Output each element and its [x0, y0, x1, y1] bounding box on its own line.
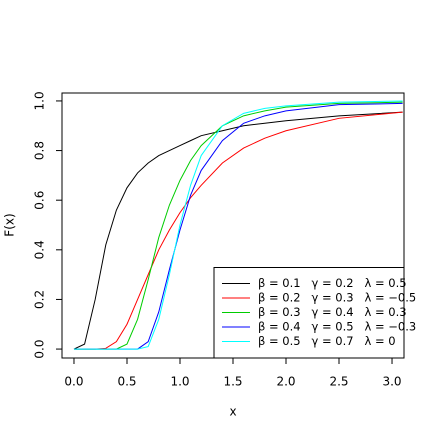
x-tick-label: 1.5 — [223, 375, 242, 389]
x-tick-label: 0.5 — [117, 375, 136, 389]
x-tick-label: 1.0 — [170, 375, 189, 389]
x-tick-label: 0.0 — [64, 375, 83, 389]
y-tick-label: 0.8 — [33, 141, 47, 160]
legend-label: β = 0.3 γ = 0.4 λ = 0.3 — [258, 305, 407, 319]
y-tick-label: 0.4 — [33, 240, 47, 259]
series-line — [73, 111, 403, 350]
y-axis-label: F(x) — [3, 213, 17, 236]
legend-label: β = 0.5 γ = 0.7 λ = 0 — [258, 334, 396, 348]
y-tick-label: 1.0 — [33, 91, 47, 110]
y-tick-label: 0.0 — [33, 340, 47, 359]
legend-label: β = 0.1 γ = 0.2 λ = 0.5 — [258, 276, 407, 290]
x-tick-label: 3.0 — [382, 375, 401, 389]
legend-label: β = 0.4 γ = 0.5 λ = −0.3 — [258, 320, 416, 334]
legend-label: β = 0.2 γ = 0.3 λ = −0.5 — [258, 291, 416, 305]
y-tick-label: 0.2 — [33, 290, 47, 309]
x-axis-label: x — [229, 405, 236, 419]
series-line — [73, 111, 403, 350]
x-tick-label: 2.0 — [276, 375, 295, 389]
series-line — [73, 100, 403, 350]
y-tick-label: 0.6 — [33, 191, 47, 210]
x-tick-label: 2.5 — [329, 375, 348, 389]
